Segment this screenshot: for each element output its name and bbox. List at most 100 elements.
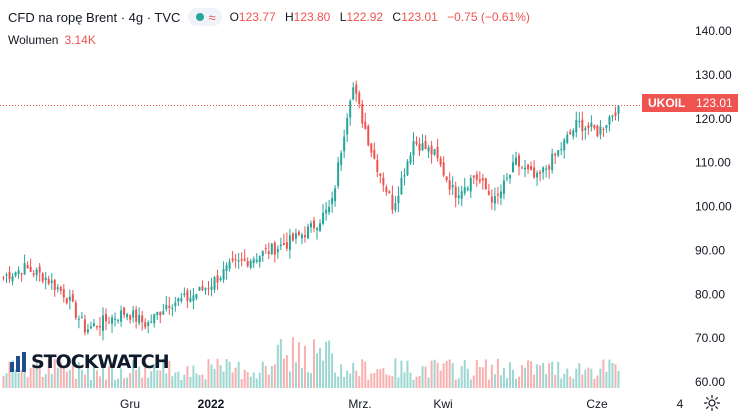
gear-icon[interactable] bbox=[703, 394, 721, 412]
volume-bar bbox=[41, 377, 44, 388]
candle-body bbox=[23, 263, 26, 275]
volume-bar bbox=[291, 337, 294, 388]
candle-body bbox=[59, 286, 62, 291]
volume-bar bbox=[80, 369, 83, 388]
volume-bar bbox=[569, 376, 572, 388]
volume-bar bbox=[524, 367, 527, 388]
volume-bar bbox=[572, 378, 575, 388]
volume-bar bbox=[120, 368, 123, 388]
volume-bar bbox=[433, 359, 436, 388]
volume-bar bbox=[575, 368, 578, 388]
candle-body bbox=[192, 295, 195, 302]
volume-bar bbox=[496, 358, 499, 388]
low-value: 122.92 bbox=[346, 10, 384, 24]
logo-text: STOCKWATCH bbox=[31, 351, 170, 373]
volume-bar bbox=[325, 341, 328, 388]
candle-body bbox=[421, 143, 424, 151]
volume-bar bbox=[457, 378, 460, 388]
candle-body bbox=[261, 251, 264, 257]
candle-body bbox=[210, 286, 213, 290]
candle-body bbox=[20, 273, 23, 275]
candle-body bbox=[569, 131, 572, 134]
candle-body bbox=[355, 84, 358, 94]
volume-bar bbox=[563, 373, 566, 388]
candle-body bbox=[524, 167, 527, 170]
candle-body bbox=[291, 233, 294, 241]
candle-body bbox=[346, 118, 349, 135]
candle-body bbox=[29, 266, 32, 272]
candle-body bbox=[252, 259, 255, 264]
time-axis[interactable]: Gru 2022 Mrz. Kwi Cze 4 bbox=[120, 397, 684, 411]
candle-body bbox=[180, 298, 183, 302]
open-label: O bbox=[229, 10, 239, 24]
candle-body bbox=[319, 223, 322, 232]
series-status-pill[interactable]: ≈ bbox=[188, 8, 222, 26]
candle-body bbox=[554, 153, 557, 156]
volume-bar bbox=[397, 377, 400, 388]
candle-body bbox=[499, 191, 502, 199]
candle-body bbox=[548, 165, 551, 170]
volume-bar bbox=[156, 370, 159, 388]
candle-body bbox=[285, 242, 288, 249]
volume-bar bbox=[183, 374, 186, 388]
candle-body bbox=[126, 314, 129, 318]
candle-body bbox=[343, 136, 346, 152]
candle-body bbox=[451, 184, 454, 188]
volume-bar bbox=[74, 378, 77, 388]
candle-body bbox=[602, 128, 605, 130]
candle-body bbox=[41, 273, 44, 282]
candle-body bbox=[89, 326, 92, 329]
candle-body bbox=[138, 314, 141, 324]
candle-body bbox=[313, 220, 316, 229]
candle-body bbox=[306, 226, 309, 239]
volume-bar bbox=[144, 362, 147, 388]
candle-body bbox=[303, 235, 306, 238]
volume-bar bbox=[542, 362, 545, 388]
candle-body bbox=[249, 260, 252, 268]
volume-bar bbox=[98, 376, 101, 388]
candle-body bbox=[521, 167, 524, 169]
volume-bar bbox=[294, 362, 297, 388]
candle-body bbox=[71, 294, 74, 302]
high-label: H bbox=[284, 10, 294, 24]
volume-bar bbox=[222, 371, 225, 388]
symbol-title[interactable]: CFD na ropę Brent · 4g · TVC bbox=[8, 9, 181, 25]
candle-body bbox=[276, 248, 279, 253]
volume-label[interactable]: Wolumen bbox=[8, 33, 59, 47]
candle-body bbox=[141, 315, 144, 323]
volume-bar bbox=[481, 367, 484, 388]
candle-body bbox=[144, 322, 147, 328]
volume-bar bbox=[219, 365, 222, 388]
volume-bar bbox=[32, 363, 35, 388]
candle-body bbox=[511, 162, 514, 173]
price-axis[interactable]: 140.00 130.00 120.00 110.00 100.00 90.00 80.00… bbox=[695, 24, 732, 389]
candle-body bbox=[201, 286, 204, 290]
price-tag-symbol: UKOIL bbox=[648, 96, 686, 110]
price-tag-value: 123.01 bbox=[696, 96, 733, 110]
volume-bar bbox=[123, 378, 126, 388]
candle-body bbox=[310, 223, 312, 228]
candle-body bbox=[198, 286, 201, 291]
volume-bar bbox=[557, 361, 560, 388]
candle-body bbox=[367, 126, 370, 146]
candle-body bbox=[563, 139, 566, 151]
volume-bar bbox=[355, 370, 358, 388]
volume-bar bbox=[337, 376, 340, 388]
volume-bar bbox=[614, 364, 617, 388]
candle-body bbox=[294, 233, 297, 239]
volume-bar bbox=[288, 371, 291, 388]
volume-bar bbox=[352, 362, 355, 388]
candle-body bbox=[108, 322, 111, 324]
volume-bar bbox=[162, 358, 165, 388]
candle-body bbox=[186, 290, 189, 302]
candle-body bbox=[11, 276, 14, 282]
candle-body bbox=[496, 194, 499, 196]
candle-body bbox=[111, 317, 114, 324]
candle-body bbox=[120, 310, 123, 322]
volume-bar bbox=[279, 339, 282, 388]
volume-bar bbox=[2, 375, 5, 388]
x-tick-label: Gru bbox=[120, 397, 140, 411]
candle-body bbox=[114, 318, 117, 320]
candle-body bbox=[337, 162, 340, 186]
